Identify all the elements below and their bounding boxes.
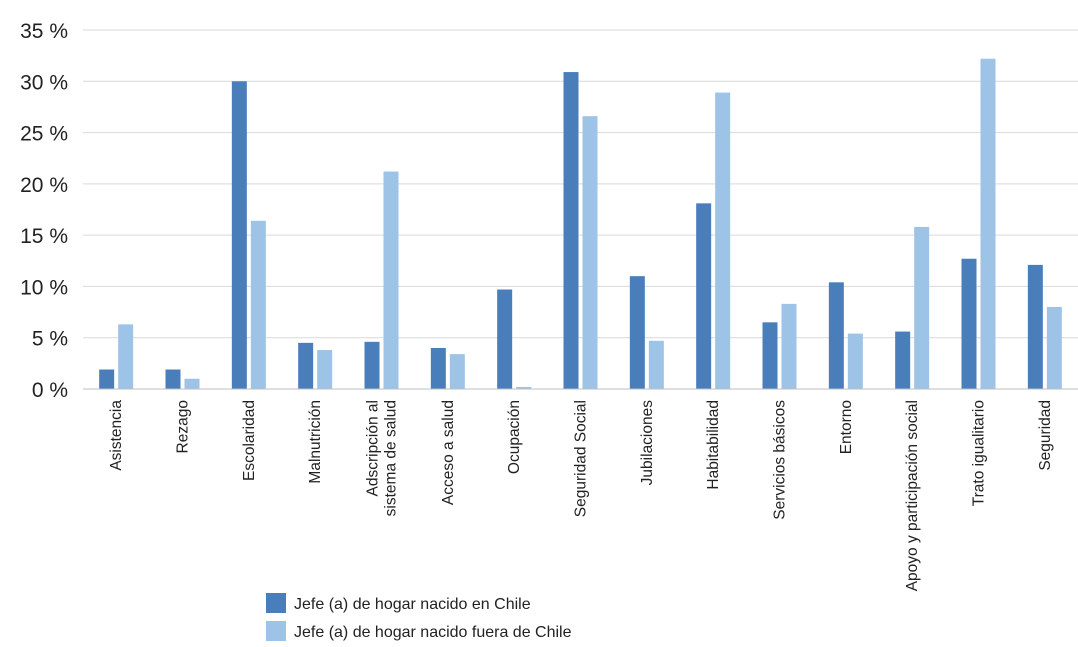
y-tick-label: 25 % (20, 123, 68, 146)
legend: Jefe (a) de hogar nacido en Chile Jefe (a… (266, 593, 572, 641)
bar-series-2 (118, 324, 134, 389)
y-tick-label: 0 % (32, 379, 68, 402)
bar-series-2 (449, 354, 465, 389)
x-category-label: Seguridad (1037, 400, 1054, 471)
x-category-label: Jubilaciones (639, 400, 656, 486)
legend-label-series-1: Jefe (a) de hogar nacido en Chile (294, 596, 531, 613)
bar-series-1 (696, 203, 712, 389)
bar-series-1 (231, 81, 247, 390)
bar-series-1 (99, 369, 115, 389)
bar-series-1 (298, 342, 314, 389)
bar-series-1 (563, 72, 579, 389)
x-category-label: Acceso a salud (440, 400, 457, 505)
bar-series-2 (184, 378, 200, 389)
x-category-label: Habitabilidad (705, 400, 722, 490)
bar-series-1 (895, 331, 911, 389)
x-category-label: Asistencia (108, 400, 125, 471)
bar-series-1 (828, 282, 844, 389)
bar-series-2 (383, 171, 399, 389)
x-category-label: Seguridad Social (573, 400, 590, 517)
bar-series-2 (980, 58, 996, 389)
legend-swatch-series-2 (266, 621, 286, 641)
x-category-label: Apoyo y participación social (904, 400, 921, 591)
y-tick-label: 20 % (20, 174, 68, 197)
x-category-label: Malnutrición (307, 400, 324, 484)
bar-series-1 (1027, 264, 1043, 389)
gridlines (83, 29, 1078, 339)
y-tick-label: 30 % (20, 71, 68, 94)
bar-series-2 (914, 226, 930, 389)
bar-series-1 (364, 341, 380, 389)
x-category-label: Adscripción alsistema de salud (365, 400, 400, 516)
x-category-label: Trato igualitario (971, 400, 988, 506)
bar-series-1 (430, 347, 446, 389)
bars (99, 58, 1062, 390)
legend-swatch-series-1 (266, 593, 286, 613)
bar-series-2 (781, 303, 797, 389)
bar-series-2 (847, 333, 863, 389)
x-axis-category-labels: Asistencia Rezago Escolaridad Malnutrición A… (108, 400, 1054, 592)
x-category-label: Entorno (838, 400, 855, 454)
bar-series-2 (516, 386, 532, 389)
y-tick-label: 5 % (32, 328, 68, 351)
bar-series-1 (762, 322, 778, 389)
y-tick-label: 10 % (20, 276, 68, 299)
bar-series-2 (250, 220, 266, 389)
x-category-label: Escolaridad (241, 400, 258, 481)
bar-series-2 (648, 340, 664, 389)
bar-series-1 (961, 258, 977, 389)
bar-series-2 (582, 116, 598, 389)
y-axis-ticks: 0 % 5 % 10 % 15 % 20 % 25 % 30 % 35 % (20, 20, 68, 402)
bar-series-2 (317, 350, 333, 389)
bar-series-1 (629, 276, 645, 389)
bar-series-1 (497, 289, 513, 389)
y-tick-label: 35 % (20, 20, 68, 43)
legend-label-series-2: Jefe (a) de hogar nacido fuera de Chile (294, 624, 572, 641)
bar-series-2 (715, 92, 731, 389)
bar-series-1 (165, 369, 181, 389)
x-category-label: Rezago (175, 400, 192, 453)
y-tick-label: 15 % (20, 225, 68, 248)
bar-series-2 (1046, 306, 1062, 389)
x-category-label: Servicios básicos (772, 400, 789, 520)
x-category-label: Ocupación (506, 400, 523, 474)
